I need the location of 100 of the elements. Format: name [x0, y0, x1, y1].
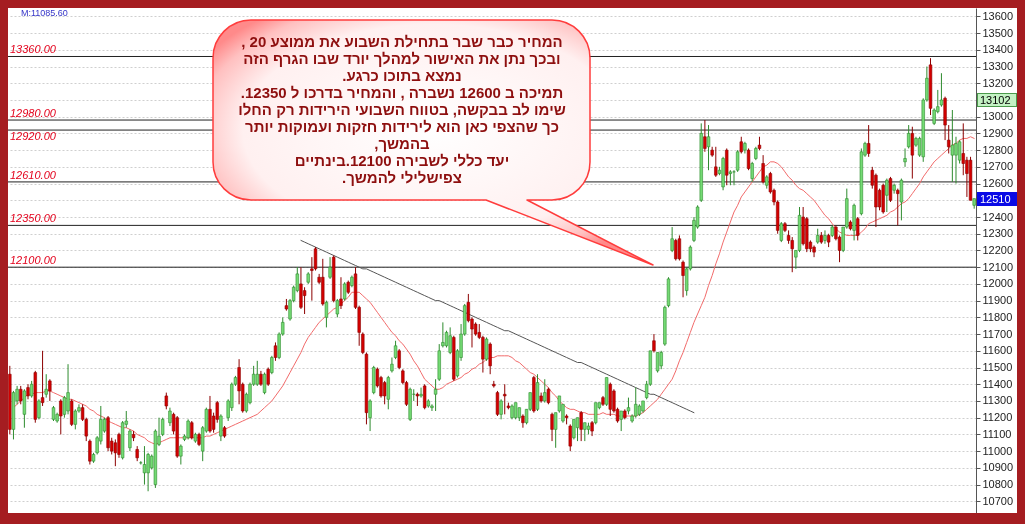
candlestick	[572, 418, 576, 440]
candlestick	[703, 119, 707, 153]
y-tick-label: 12600	[982, 177, 1014, 190]
candlestick	[302, 286, 307, 315]
candlestick	[761, 154, 765, 185]
candlestick	[575, 417, 580, 442]
candlestick	[681, 260, 685, 298]
candlestick	[37, 398, 41, 420]
candlestick	[521, 413, 525, 429]
candlestick	[896, 188, 900, 226]
y-tick-label: 11000	[982, 444, 1013, 457]
y-tick-label: 12200	[982, 243, 1014, 256]
candlestick	[856, 216, 860, 241]
y-tick-label: 11600	[982, 344, 1013, 357]
candlestick	[885, 178, 889, 213]
candlestick	[22, 388, 27, 429]
y-tick-label: 13300	[982, 60, 1014, 73]
candlestick	[270, 355, 274, 375]
candlestick	[659, 350, 663, 370]
ref-line-label: 12100.00	[10, 254, 57, 267]
candlestick	[368, 398, 372, 432]
y-tick-label: 12300	[982, 227, 1014, 240]
candlestick	[168, 407, 172, 427]
candlestick	[324, 300, 329, 328]
candlestick	[655, 351, 660, 374]
candlestick	[950, 109, 954, 183]
candlestick	[339, 276, 343, 310]
y-tick-label: 10800	[982, 478, 1014, 491]
ref-line-label: 12980.00	[10, 107, 57, 120]
y-tick-label: 13600	[982, 9, 1014, 22]
text: המחיר כבר שבר בתחילת השבוע את ממוצע 20 , ובכך נתן את האישור למהלך יורד שבו הגרף הזה נמצא בתוכו כרגע. תמיכה ב 12600 נשברה , והמחיר בדרכו ל 12350. שימו לב בבקשה, בטווח השבועי הירידות רק החלו כך שהצפי כאן הוא לירידות חזקות ועמוקות יותר בהמשך, יעד כללי לשבירה 12100.בינתיים צפישלילי להמשך.	[238, 33, 566, 186]
candlestick	[59, 398, 63, 435]
candlestick	[674, 238, 678, 261]
candlestick	[66, 363, 70, 415]
ref-line-label: 12350.00	[10, 212, 57, 225]
candlestick	[488, 341, 492, 375]
y-tick-label: 11500	[982, 361, 1013, 374]
candlestick	[142, 445, 147, 486]
candlestick	[670, 226, 674, 253]
y-tick-label: 12400	[982, 210, 1014, 223]
candlestick	[128, 428, 132, 452]
candlestick	[44, 373, 48, 399]
candlestick	[619, 410, 623, 432]
candlestick	[190, 420, 194, 440]
y-tick-label: 11400	[982, 377, 1013, 390]
y-tick-label: 13500	[982, 26, 1014, 39]
y-tick-label: 11800	[982, 310, 1013, 323]
line-series	[300, 239, 695, 414]
candlestick	[579, 410, 583, 442]
y-tick-label: 11300	[982, 394, 1013, 407]
candlestick	[899, 178, 904, 221]
y-tick-label: 13200	[982, 76, 1014, 89]
y-tick-label: 12700	[982, 160, 1014, 173]
y-tick-label: 11900	[982, 294, 1013, 307]
candlestick	[255, 360, 259, 387]
y-tick-label: 12000	[982, 277, 1014, 290]
y-tick-label: 11100	[982, 427, 1012, 440]
candlestick	[903, 147, 907, 168]
candlestick	[328, 256, 332, 280]
candlestick	[750, 161, 754, 183]
y-tick-label: 13400	[982, 43, 1014, 56]
y-tick-label: 11700	[982, 327, 1013, 340]
candlestick	[867, 124, 871, 158]
candlestick	[419, 387, 423, 399]
candlestick	[550, 412, 554, 442]
y-tick-label: 10900	[982, 461, 1014, 474]
y-tick-label: 12800	[982, 143, 1014, 156]
candlestick	[48, 378, 52, 402]
candlestick	[73, 408, 77, 430]
candlestick	[383, 380, 387, 405]
candlestick	[397, 348, 401, 370]
candlestick	[273, 341, 278, 362]
ref-line-label: 12610.00	[10, 168, 57, 181]
candlestick	[19, 385, 23, 405]
candlestick	[910, 126, 914, 180]
candlestick	[495, 390, 500, 417]
candlestick	[779, 221, 783, 243]
candlestick	[386, 375, 390, 410]
ref-line-label: 13360.00	[10, 43, 57, 56]
candlestick	[499, 398, 503, 420]
candlestick	[484, 336, 489, 362]
candlestick	[677, 234, 682, 261]
candlestick	[568, 423, 572, 452]
y-tick-label: 10700	[982, 494, 1014, 507]
annotation: M:11085.60	[21, 8, 68, 18]
candlestick	[70, 398, 74, 427]
candlestick	[208, 395, 212, 434]
y-tick-label: 12900	[982, 126, 1014, 139]
y-tick-label: 12100	[982, 260, 1014, 273]
candlestick	[907, 124, 911, 149]
candlestick	[823, 229, 827, 245]
candlestick	[266, 367, 270, 387]
candlestick	[299, 266, 303, 310]
ref-line-label: 12920.00	[10, 130, 57, 143]
candlestick	[335, 298, 339, 318]
candlestick	[179, 443, 183, 466]
annotation: 13102	[977, 92, 1017, 107]
candlestick	[219, 413, 223, 442]
candlestick	[746, 147, 751, 171]
annotation: 12510	[977, 191, 1017, 206]
